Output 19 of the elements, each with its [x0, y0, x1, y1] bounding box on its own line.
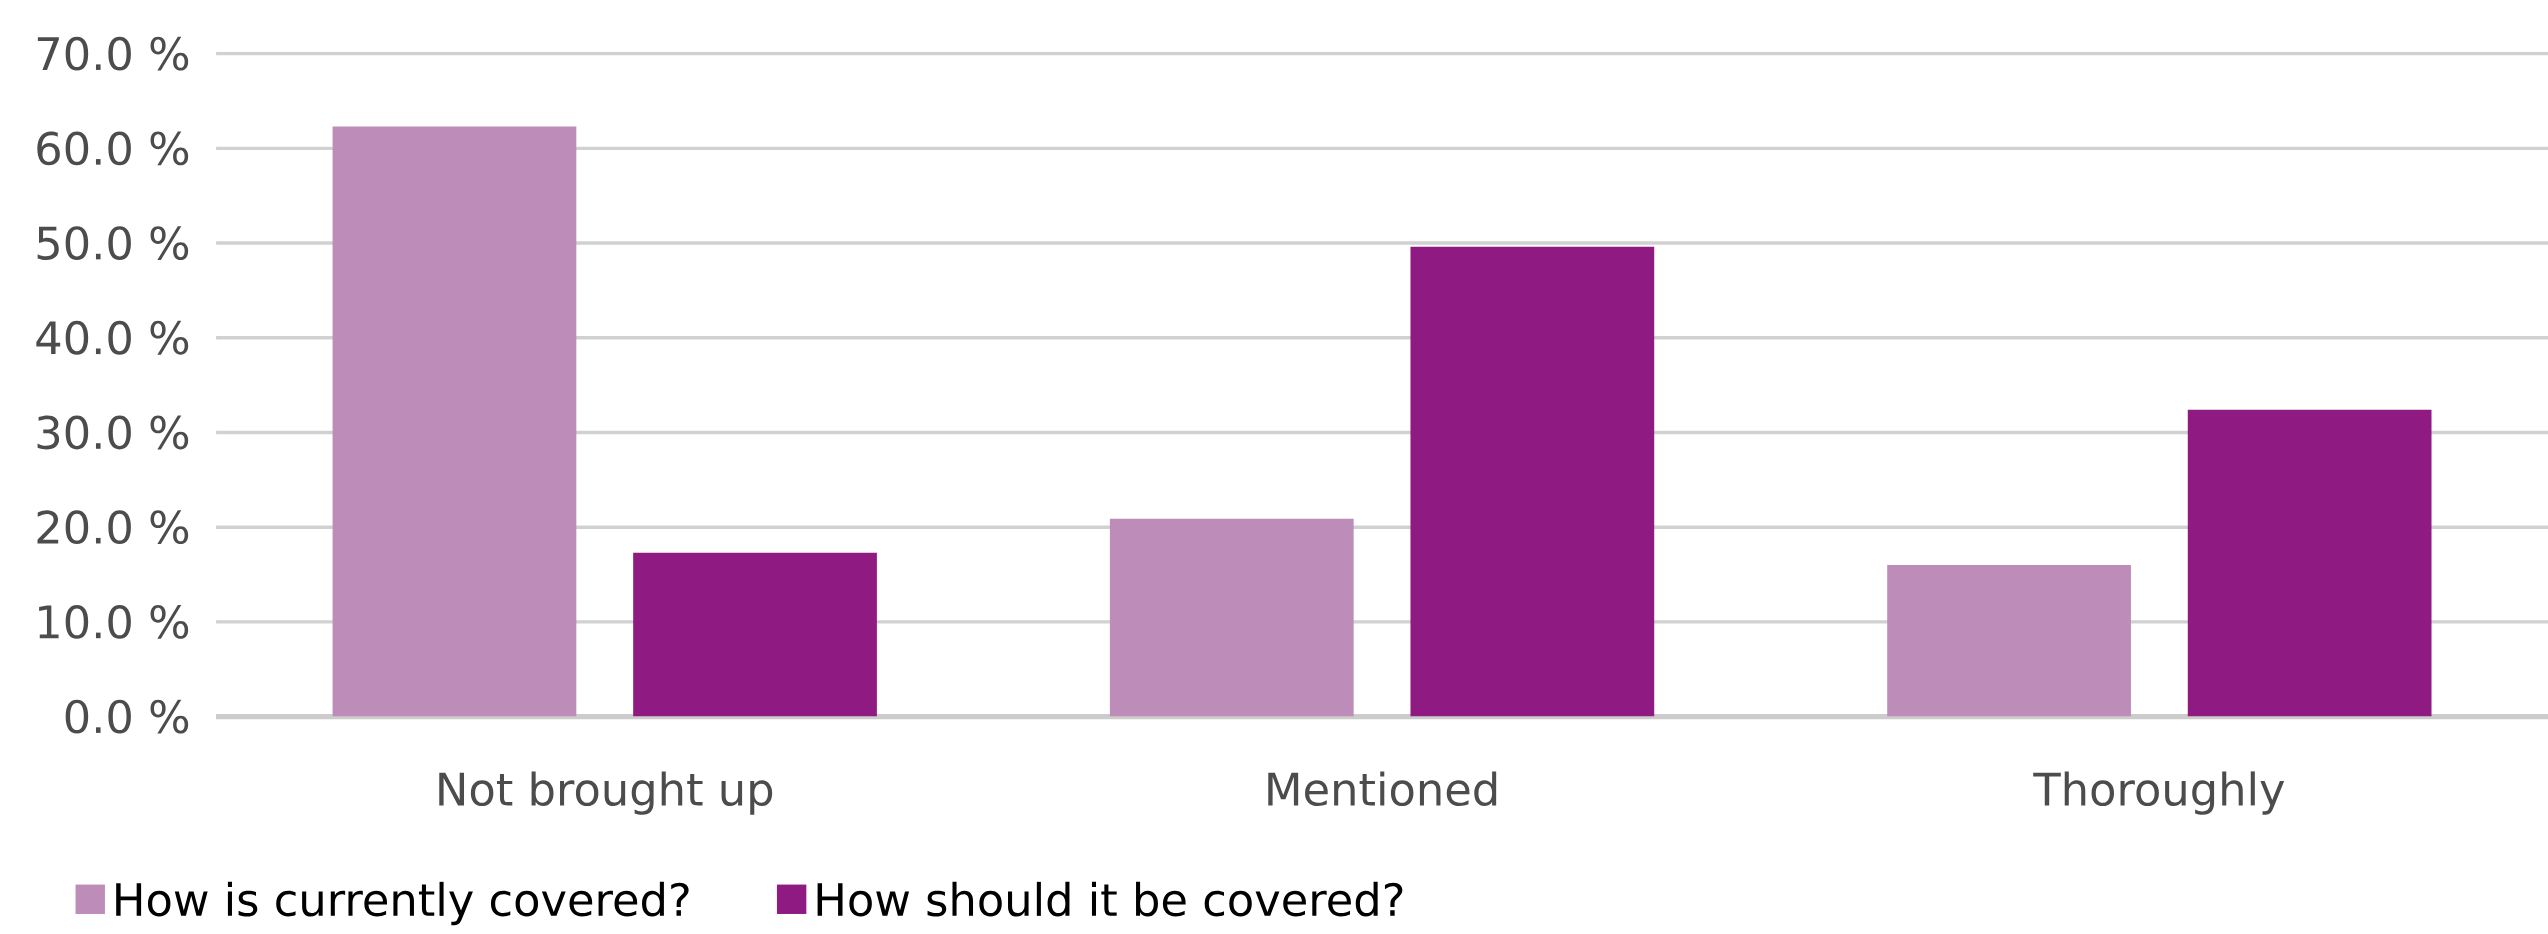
x-tick-label: Thoroughly — [2033, 771, 2285, 815]
bar — [2187, 409, 2432, 717]
bar — [1887, 564, 2131, 717]
bar — [1410, 246, 1655, 717]
y-tick-label: 60.0 % — [37, 131, 189, 166]
y-tick-label: 30.0 % — [37, 415, 189, 450]
y-tick-label: 70.0 % — [37, 36, 189, 71]
y-tick-label: 10.0 % — [39, 604, 189, 639]
legend-label: How should it be covered? — [817, 881, 1403, 917]
y-tick-label: 20.0 % — [37, 510, 189, 544]
legend-label: How is currently covered? — [116, 881, 689, 925]
bar — [633, 552, 877, 717]
bar — [1109, 518, 1354, 717]
y-tick-label: 40.0 % — [36, 320, 189, 355]
y-tick-label: 0.0 % — [65, 699, 189, 734]
y-tick-label: 50.0 % — [37, 225, 189, 260]
x-tick-label: Mentioned — [1268, 771, 1497, 806]
x-tick-label: Not brought up — [439, 771, 773, 815]
bar — [332, 126, 577, 717]
